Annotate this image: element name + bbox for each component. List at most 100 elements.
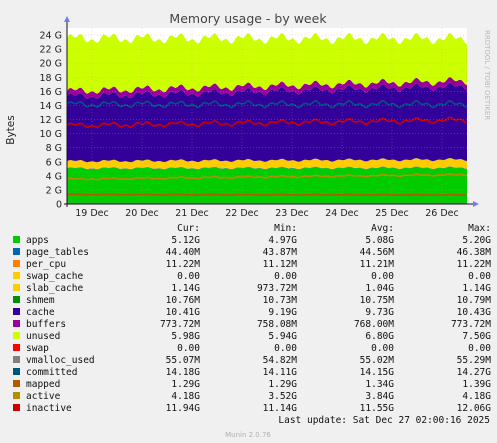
line-inactive — [66, 116, 468, 129]
axes: 0 2 G 4 G 6 G 8 G 10 G 12 G 14 G 16 G 18 G 20 G 22 … — [40, 16, 479, 219]
legend-avg-value: 5.08G — [365, 235, 394, 246]
legend-cur-value: 10.41G — [166, 307, 201, 318]
legend-avg-value: 11.55G — [360, 403, 395, 414]
legend-name-cache: cache — [26, 307, 55, 318]
x-tick-label: 20 Dec — [125, 208, 159, 219]
legend-name-buffers: buffers — [26, 319, 66, 330]
chart-title: Memory usage - by week — [169, 11, 327, 26]
legend-cur-value: 5.12G — [171, 235, 200, 246]
legend-header-min: Min: — [274, 223, 297, 234]
y-axis-label: Bytes — [5, 115, 17, 144]
legend-swatch-shmem — [13, 296, 20, 303]
legend-avg-value: 0.00 — [371, 343, 394, 354]
legend-cur-value: 44.40M — [166, 247, 201, 258]
legend-cur-value: 14.18G — [166, 367, 201, 378]
x-axis-arrow — [473, 201, 479, 207]
legend-min-value: 11.12M — [263, 259, 298, 270]
legend-max-value: 7.50G — [462, 331, 491, 342]
plot-area — [66, 28, 468, 205]
legend-max-value: 10.43G — [457, 307, 492, 318]
legend-avg-value: 768.00M — [354, 319, 394, 330]
y-tick-label: 22 G — [40, 45, 62, 56]
legend-min-value: 54.82M — [263, 355, 298, 366]
legend-min-value: 973.72M — [257, 283, 297, 294]
legend-header-max: Max: — [468, 223, 491, 234]
legend-swatch-cache — [13, 308, 20, 315]
y-tick-label: 0 — [56, 200, 62, 211]
line-mapped — [66, 193, 467, 197]
y-tick-label: 14 G — [40, 101, 62, 112]
area-page-tables — [67, 166, 467, 170]
legend-cur-value: 11.22M — [166, 259, 201, 270]
legend-max-value: 1.39G — [462, 379, 491, 390]
legend-cur-value: 4.18G — [171, 391, 200, 402]
legend-min-value: 11.14G — [263, 403, 298, 414]
line-committed — [66, 99, 468, 109]
legend-max-value: 0.00 — [468, 343, 491, 354]
legend-min-value: 3.52G — [268, 391, 297, 402]
legend-cur-value: 11.94G — [166, 403, 201, 414]
legend-swatch-apps — [13, 236, 20, 243]
y-tick-label: 20 G — [40, 59, 62, 70]
y-tick-label: 18 G — [40, 73, 62, 84]
legend-swatch-vmalloc-used — [13, 356, 20, 363]
y-tick-label: 12 G — [40, 115, 62, 126]
x-tick-label: 21 Dec — [175, 208, 209, 219]
legend-max-value: 14.27G — [457, 367, 492, 378]
last-update-text: Last update: Sat Dec 27 02:00:16 2025 — [278, 415, 490, 426]
y-tick-label: 4 G — [46, 171, 62, 182]
area-shmem — [67, 158, 467, 163]
legend-min-value: 5.94G — [268, 331, 297, 342]
area-per-cpu — [67, 166, 467, 170]
legend-avg-value: 9.73G — [365, 307, 394, 318]
legend-avg-value: 0.00 — [371, 271, 394, 282]
legend-min-value: 14.11G — [263, 367, 298, 378]
legend-swatch-buffers — [13, 320, 20, 327]
legend-swatch-unused — [13, 332, 20, 339]
line-active — [66, 172, 468, 181]
legend-avg-value: 6.80G — [365, 331, 394, 342]
x-tick-label: 25 Dec — [375, 208, 409, 219]
legend-max-value: 5.20G — [462, 235, 491, 246]
legend-max-value: 12.06G — [457, 403, 492, 414]
y-tick-label: 10 G — [40, 129, 62, 140]
legend-min-value: 4.97G — [268, 235, 297, 246]
legend-name-mapped: mapped — [26, 379, 60, 390]
legend-max-value: 773.72M — [451, 319, 491, 330]
y-tick-label: 2 G — [46, 185, 62, 196]
legend-cur-value: 5.98G — [171, 331, 200, 342]
legend-avg-value: 10.75M — [360, 295, 395, 306]
legend-name-per-cpu: per_cpu — [26, 259, 66, 270]
legend: Cur: Min: Avg: Max: apps 5.12G 4.97G 5.08G 5.20G… — [13, 223, 491, 414]
legend-max-value: 11.22M — [457, 259, 492, 270]
legend-max-value: 10.79M — [457, 295, 492, 306]
legend-name-active: active — [26, 391, 61, 402]
legend-name-swap: swap — [26, 343, 49, 354]
legend-cur-value: 0.00 — [177, 271, 200, 282]
rrdtool-side-label: RRDTOOL / TOBI OETIKER — [483, 30, 491, 120]
legend-name-committed: committed — [26, 367, 77, 378]
legend-name-shmem: shmem — [26, 295, 55, 306]
legend-avg-value: 1.34G — [365, 379, 394, 390]
legend-name-unused: unused — [26, 331, 60, 342]
legend-cur-value: 1.14G — [171, 283, 200, 294]
y-tick-label: 24 G — [40, 31, 62, 42]
legend-swatch-swap-cache — [13, 272, 20, 279]
legend-avg-value: 44.56M — [360, 247, 395, 258]
legend-swatch-active — [13, 392, 20, 399]
legend-avg-value: 3.84G — [365, 391, 394, 402]
y-axis-arrow — [64, 16, 70, 22]
legend-min-value: 9.19G — [268, 307, 297, 318]
legend-avg-value: 1.04G — [365, 283, 394, 294]
legend-cur-value: 0.00 — [177, 343, 200, 354]
legend-cur-value: 55.07M — [166, 355, 201, 366]
area-buffers — [67, 77, 467, 99]
legend-swatch-inactive — [13, 404, 20, 411]
x-tick-label: 24 Dec — [325, 208, 359, 219]
legend-max-value: 1.14G — [462, 283, 491, 294]
legend-avg-value: 55.02M — [360, 355, 395, 366]
y-tick-label: 6 G — [46, 157, 62, 168]
legend-min-value: 0.00 — [274, 343, 297, 354]
legend-cur-value: 1.29G — [171, 379, 200, 390]
